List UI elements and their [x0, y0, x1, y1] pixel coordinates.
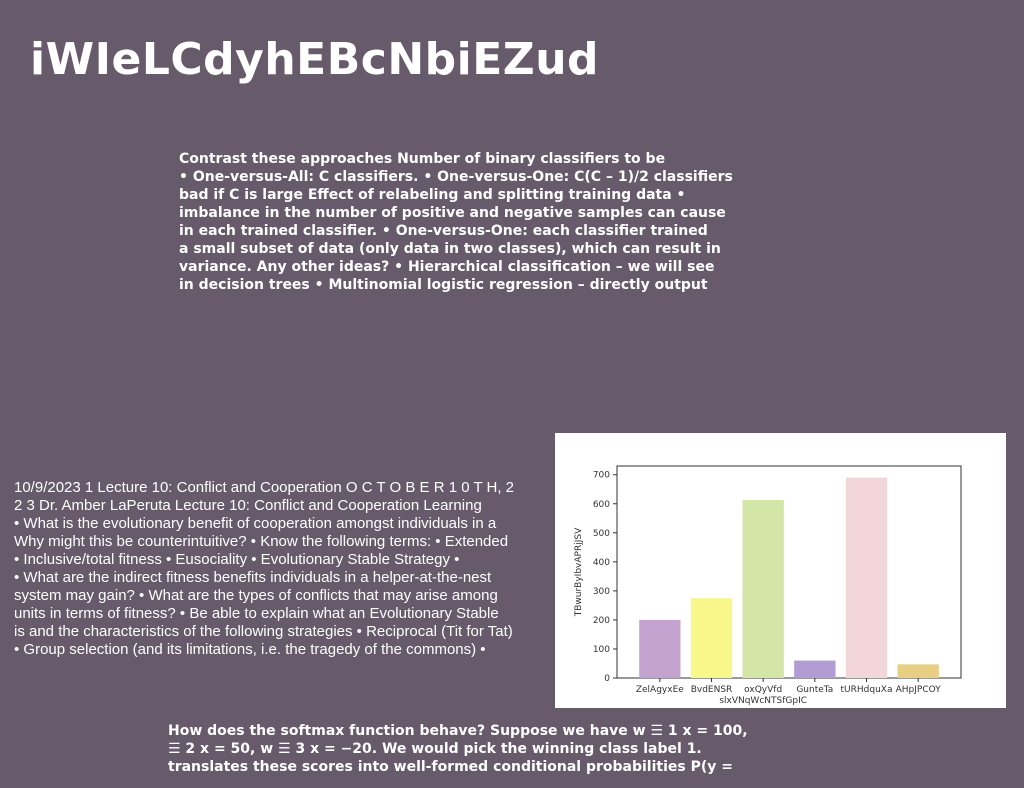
bar-chart: TBwurByIbvAPRjJSV 0 100 200 300 400 500 600 700…: [555, 433, 1006, 708]
text-line: bad if C is large Effect of relabeling a…: [179, 187, 686, 203]
x-axis-ticks: ZelAgyxEe BvdENSR oxQyVfdslxVNqWcNTSfGpICG…: [636, 678, 941, 706]
bar: [794, 660, 836, 678]
text-line: • What is the evolutionary benefit of co…: [14, 515, 497, 532]
bar: [690, 598, 733, 678]
text-line: Contrast these approaches Number of bina…: [179, 151, 666, 167]
x-tick-label: slxVNqWcNTSfGpIC: [719, 696, 807, 706]
text-line: translates these scores into well-formed…: [168, 759, 733, 775]
x-tick-label: GunteTa: [796, 685, 833, 695]
y-axis-ticks: 0 100 200 300 400 500 600 700: [593, 471, 617, 684]
bar: [845, 477, 888, 678]
text-line: system may gain? • What are the types of…: [14, 587, 498, 604]
text-line: 2 3 Dr. Amber LaPeruta Lecture 10: Confl…: [14, 497, 482, 514]
bars-group: [639, 477, 939, 678]
y-tick-label: 400: [593, 558, 610, 568]
lecture-text-block: 10/9/2023 1 Lecture 10: Conflict and Coo…: [14, 479, 514, 659]
bar: [897, 664, 939, 678]
y-tick-label: 100: [593, 645, 610, 655]
text-line: in each trained classifier. • One-versus…: [179, 223, 708, 239]
text-line: variance. Any other ideas? • Hierarchica…: [179, 259, 715, 275]
bar-chart-svg: TBwurByIbvAPRjJSV 0 100 200 300 400 500 600 700…: [574, 465, 962, 706]
y-tick-label: 300: [593, 587, 610, 597]
y-tick-label: 500: [593, 529, 610, 539]
text-line: Why might this be counterintuitive? • Kn…: [14, 533, 509, 550]
x-tick-label: ZelAgyxEe: [636, 685, 684, 695]
bar: [742, 499, 784, 678]
x-tick-label: AHpJPCOY: [896, 685, 942, 695]
text-line: • Inclusive/total fitness • Eusociality …: [14, 551, 460, 568]
y-tick-label: 0: [604, 674, 610, 684]
bar: [639, 619, 681, 678]
text-line: in decision trees • Multinomial logistic…: [179, 277, 708, 293]
text-line: • One-versus-All: C classifiers. • One-v…: [179, 169, 733, 185]
plot-area: [616, 465, 962, 679]
y-tick-label: 700: [593, 471, 610, 481]
x-tick-label: BvdENSR: [691, 685, 733, 695]
text-line: 10/9/2023 1 Lecture 10: Conflict and Coo…: [14, 479, 515, 496]
y-tick-label: 600: [593, 500, 610, 510]
text-line: How does the softmax function behave? Su…: [168, 723, 748, 739]
text-line: a small subset of data (only data in two…: [179, 241, 721, 257]
text-line: units in terms of fitness? • Be able to …: [14, 605, 499, 622]
y-tick-label: 200: [593, 616, 610, 626]
text-line: imbalance in the number of positive and …: [179, 205, 726, 221]
text-line: • Group selection (and its limitations, …: [14, 641, 486, 658]
text-line: is and the characteristics of the follow…: [14, 623, 513, 640]
classifier-text-block: Contrast these approaches Number of bina…: [179, 150, 733, 294]
y-axis-label: TBwurByIbvAPRjJSV: [574, 527, 584, 617]
page-title: iWIeLCdyhEBcNbiEZud: [30, 34, 600, 85]
text-line: • What are the indirect fitness benefits…: [14, 569, 492, 586]
x-tick-label: oxQyVfd: [744, 685, 782, 695]
softmax-text-block: How does the softmax function behave? Su…: [168, 722, 748, 776]
x-tick-label: tURHdquXa: [841, 685, 893, 695]
text-line: ☰ 2 x = 50, w ☰ 3 x = −20. We would pick…: [168, 741, 702, 757]
